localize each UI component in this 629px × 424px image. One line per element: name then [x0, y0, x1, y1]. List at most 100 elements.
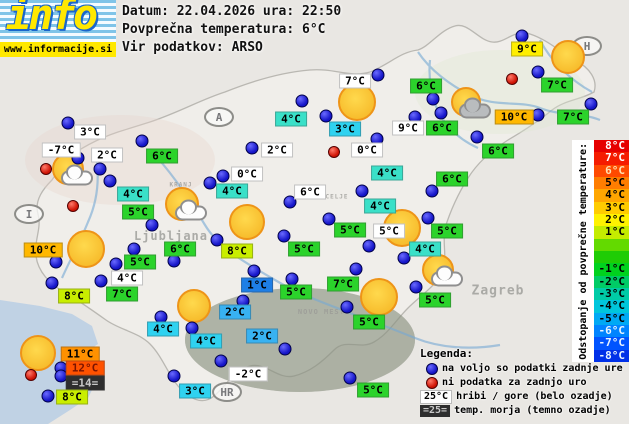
station-dot-data-available [531, 108, 545, 122]
station-dot-data-available [349, 262, 363, 276]
station-dot-data-available [355, 184, 369, 198]
temperature-chip: 7°C [106, 286, 138, 302]
station-dot-data-available [434, 106, 448, 120]
station-dot-data-available [203, 176, 217, 190]
temperature-chip: 6°C [426, 120, 458, 136]
station-dot-data-available [371, 68, 385, 82]
station-dot-data-available [103, 174, 117, 188]
station-dot-data-available [425, 184, 439, 198]
scale-band: -2°C [594, 275, 629, 288]
temperature-chip: 4°C [190, 333, 222, 349]
legend-item: 25°C hribi / gore (belo ozadje) [420, 389, 623, 404]
temperature-deviation-scale: 8°C 7°C 6°C 5°C 4°C 3°C 2°C 1°C -1°C -2°C -3°C -4°C… [594, 139, 629, 362]
temperature-chip: 4°C [111, 270, 143, 286]
station-dot-data-available [343, 371, 357, 385]
logo-website-link[interactable]: www.informacije.si [0, 42, 116, 57]
legend-red-dot-icon [426, 376, 438, 389]
temperature-chip: 3°C [179, 383, 211, 399]
legend-item: =25= temp. morja (temno ozadje) [420, 404, 623, 417]
temperature-chip: 6°C [482, 143, 514, 159]
temperature-chip: 5°C [288, 241, 320, 257]
cloud-icon [431, 265, 463, 287]
temperature-chip: 5°C [353, 314, 385, 330]
temperature-chip: 4°C [275, 111, 307, 127]
temperature-chip: 2°C [261, 142, 293, 158]
station-dot-data-available [283, 195, 297, 209]
station-dot-data-available [277, 229, 291, 243]
station-dot-no-data [25, 369, 37, 381]
temperature-chip: 2°C [219, 304, 251, 320]
scale-band: 5°C [594, 176, 629, 190]
scale-band: -3°C [594, 287, 629, 301]
sun-icon [20, 335, 56, 371]
temperature-chip: 11°C [60, 346, 100, 362]
header-date: Datum: 22.04.2026 ura: 22:50 [122, 4, 342, 19]
scale-title-strip: Odstopanje od povprečne temperature: [572, 140, 594, 362]
temperature-chip: -7°C [41, 142, 81, 158]
temperature-chip: 2°C [91, 147, 123, 163]
temperature-chip: 5°C [431, 223, 463, 239]
temperature-chip: 8°C [56, 389, 88, 405]
station-dot-data-available [210, 233, 224, 247]
sun-icon [229, 204, 265, 240]
temperature-chip: 4°C [117, 186, 149, 202]
scale-band: 1°C [594, 226, 629, 239]
temperature-chip: 4°C [147, 321, 179, 337]
temperature-chip: 3°C [74, 124, 106, 140]
temperature-chip: 3°C [329, 121, 361, 137]
temperature-chip: 6°C [436, 171, 468, 187]
temperature-chip: 2°C [246, 328, 278, 344]
station-dot-data-available [93, 162, 107, 176]
temperature-chip: 5°C [334, 222, 366, 238]
legend-item-label: ni podatka za zadnjo uro [442, 377, 587, 388]
sun-icon [177, 289, 211, 323]
scale-band [594, 250, 629, 264]
station-dot-no-data [506, 73, 518, 85]
legend-item: na voljo so podatki zadnje ure [420, 362, 623, 375]
station-dot-no-data [328, 146, 340, 158]
temperature-chip: 9°C [392, 120, 424, 136]
temperature-chip: 7°C [339, 73, 371, 89]
cloud-icon [459, 97, 491, 119]
city-label: NOVO MESTO [297, 308, 351, 316]
station-dot-data-available [362, 239, 376, 253]
temperature-chip: 0°C [231, 166, 263, 182]
legend-mountain-chip: 25°C [420, 389, 453, 404]
legend-sea-temp-chip: =25= [420, 404, 451, 417]
temperature-chip: 5°C [124, 254, 156, 270]
station-dot-data-available [340, 300, 354, 314]
scale-band [594, 238, 629, 251]
city-label: Zagreb [471, 283, 525, 299]
temperature-chip: -2°C [228, 366, 268, 382]
station-dot-data-available [409, 280, 423, 294]
station-dot-data-available [214, 354, 228, 368]
temperature-chip: 6°C [294, 184, 326, 200]
sun-icon [67, 230, 105, 268]
temperature-chip: 5°C [373, 223, 405, 239]
legend-blue-dot-icon [426, 362, 438, 375]
temperature-chip: 6°C [410, 78, 442, 94]
station-dot-data-available [109, 257, 123, 271]
station-dot-data-available [41, 389, 55, 403]
scale-band: -1°C [594, 263, 629, 276]
legend-item-label: hribi / gore (belo ozadje) [456, 391, 613, 402]
sun-icon [360, 278, 398, 316]
scale-band: -7°C [594, 337, 629, 350]
station-dot-data-available [145, 218, 159, 232]
scale-band: 4°C [594, 189, 629, 202]
scale-band: 3°C [594, 201, 629, 214]
temperature-chip: 6°C [164, 241, 196, 257]
temperature-chip: 10°C [23, 242, 63, 258]
country-marker-i: I [14, 204, 44, 224]
temperature-chip: 5°C [122, 204, 154, 220]
station-dot-data-available [295, 94, 309, 108]
station-dot-data-available [421, 211, 435, 225]
scale-band: 2°C [594, 213, 629, 227]
info-logo[interactable]: info [0, 0, 116, 42]
header-data-source: Vir podatkov: ARSO [122, 40, 263, 55]
station-dot-data-available [397, 251, 411, 265]
station-dot-data-available [584, 97, 598, 111]
scale-band: 6°C [594, 164, 629, 177]
scale-band: 7°C [594, 152, 629, 165]
